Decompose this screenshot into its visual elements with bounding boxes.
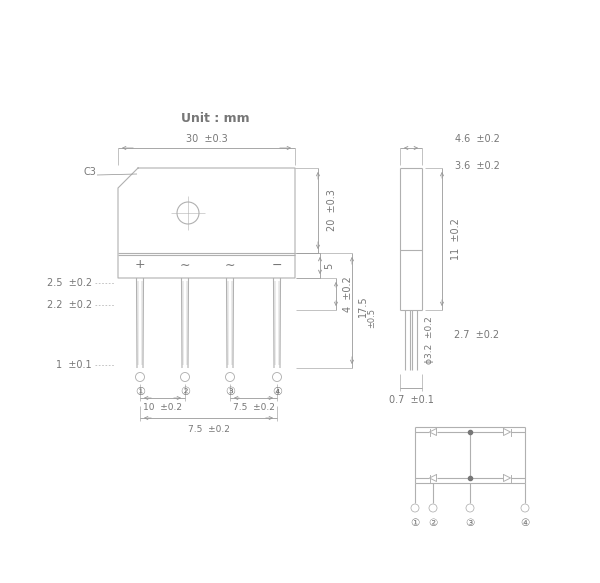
Text: ϕ3.2  ±0.2: ϕ3.2 ±0.2 [425,316,434,364]
Text: 1  ±0.1: 1 ±0.1 [56,360,92,370]
Text: 2.2  ±0.2: 2.2 ±0.2 [47,300,92,310]
Text: ④: ④ [272,387,282,397]
Text: 30  ±0.3: 30 ±0.3 [185,134,227,144]
Text: 2.5  ±0.2: 2.5 ±0.2 [47,278,92,288]
Text: 2.7  ±0.2: 2.7 ±0.2 [454,330,500,340]
Text: −: − [272,258,282,272]
Text: 3.6  ±0.2: 3.6 ±0.2 [455,161,499,171]
Text: 7.5  ±0.2: 7.5 ±0.2 [188,424,229,434]
Text: 7.5  ±0.2: 7.5 ±0.2 [233,403,274,413]
Text: C3: C3 [83,167,97,177]
Text: ②: ② [428,518,437,528]
Text: ③: ③ [466,518,475,528]
Text: ③: ③ [225,387,235,397]
Text: ①: ① [410,518,419,528]
Text: +: + [134,258,145,272]
Text: 5: 5 [324,262,334,269]
Text: 4.6  ±0.2: 4.6 ±0.2 [455,134,499,144]
Text: 17.5: 17.5 [358,296,368,317]
Text: 10  ±0.2: 10 ±0.2 [143,403,182,413]
Text: 11  ±0.2: 11 ±0.2 [451,218,461,260]
Text: ∼: ∼ [180,258,190,272]
Text: 20  ±0.3: 20 ±0.3 [327,189,337,231]
Text: ∼: ∼ [225,258,235,272]
Text: 4  ±0.2: 4 ±0.2 [343,276,353,312]
Text: 0.7  ±0.1: 0.7 ±0.1 [389,395,433,405]
Text: ±0.5: ±0.5 [367,308,377,328]
Text: Unit : mm: Unit : mm [181,111,250,125]
Text: ②: ② [180,387,190,397]
Text: ④: ④ [520,518,530,528]
Text: ①: ① [135,387,145,397]
